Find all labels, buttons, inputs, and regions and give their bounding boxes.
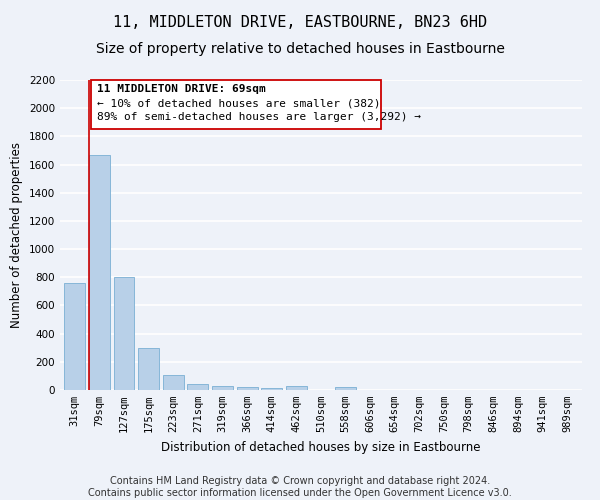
Bar xyxy=(261,388,282,390)
Bar xyxy=(89,156,110,390)
Text: Contains HM Land Registry data © Crown copyright and database right 2024.
Contai: Contains HM Land Registry data © Crown c… xyxy=(88,476,512,498)
Text: 11, MIDDLETON DRIVE, EASTBOURNE, BN23 6HD: 11, MIDDLETON DRIVE, EASTBOURNE, BN23 6H… xyxy=(113,15,487,30)
Bar xyxy=(335,387,356,390)
Text: ← 10% of detached houses are smaller (382): ← 10% of detached houses are smaller (38… xyxy=(97,98,380,108)
Bar xyxy=(236,387,257,390)
Text: Size of property relative to detached houses in Eastbourne: Size of property relative to detached ho… xyxy=(95,42,505,56)
Bar xyxy=(138,348,159,390)
Text: 11 MIDDLETON DRIVE: 69sqm: 11 MIDDLETON DRIVE: 69sqm xyxy=(97,84,266,94)
Y-axis label: Number of detached properties: Number of detached properties xyxy=(10,142,23,328)
Bar xyxy=(286,386,307,390)
Bar xyxy=(64,283,85,390)
FancyBboxPatch shape xyxy=(91,80,382,128)
Bar xyxy=(187,384,208,390)
X-axis label: Distribution of detached houses by size in Eastbourne: Distribution of detached houses by size … xyxy=(161,440,481,454)
Bar xyxy=(113,278,134,390)
Text: 89% of semi-detached houses are larger (3,292) →: 89% of semi-detached houses are larger (… xyxy=(97,112,421,122)
Bar xyxy=(163,374,184,390)
Bar xyxy=(212,386,233,390)
